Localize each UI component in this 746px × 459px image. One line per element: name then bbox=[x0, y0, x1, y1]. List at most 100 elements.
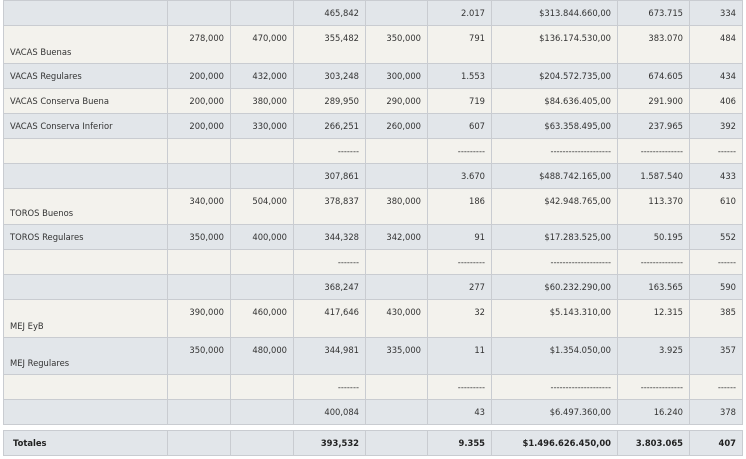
cell-col-avg-kg: 334 bbox=[689, 0, 743, 26]
cell-col-kg: -------------- bbox=[617, 249, 690, 275]
cell-col-max: 504,000 bbox=[230, 188, 294, 225]
cell-col-max bbox=[230, 163, 294, 189]
cell-col-avg: 289,950 bbox=[293, 88, 366, 114]
cell-col-mode bbox=[365, 163, 428, 189]
table-row: VACAS Conserva Inferior 200,000 330,000 266… bbox=[3, 113, 743, 139]
cell-col-avg-kg: 392 bbox=[689, 113, 743, 139]
cell-category: MEJ Regulares bbox=[3, 337, 168, 375]
cell-col-heads: --------- bbox=[427, 249, 492, 275]
cell-col-amount: -------------------- bbox=[491, 138, 618, 164]
cell-category: VACAS Regulares bbox=[3, 63, 168, 89]
cell-col-min: 350,000 bbox=[167, 337, 231, 375]
cell-category: VACAS Buenas bbox=[3, 25, 168, 64]
cell-col-max bbox=[230, 0, 294, 26]
cell-col-amount: $5.143.310,00 bbox=[491, 299, 618, 338]
cell-col-heads: 186 bbox=[427, 188, 492, 225]
cell-col-kg: 163.565 bbox=[617, 274, 690, 300]
cell-col-avg-kg: 357 bbox=[689, 337, 743, 375]
cell-col-heads: --------- bbox=[427, 374, 492, 400]
table-row: 465,842 2.017 $313.844.660,00 673.715 334 bbox=[3, 0, 743, 26]
cell-col-mode: 335,000 bbox=[365, 337, 428, 375]
cell-col-kg: 383.070 bbox=[617, 25, 690, 64]
cell-col-amount: $63.358.495,00 bbox=[491, 113, 618, 139]
cell-col-avg-kg: 434 bbox=[689, 63, 743, 89]
cell-col-kg: 50.195 bbox=[617, 224, 690, 250]
cell-col-avg: ------- bbox=[293, 138, 366, 164]
cell-col-avg: 465,842 bbox=[293, 0, 366, 26]
cell-col-amount: -------------------- bbox=[491, 249, 618, 275]
cell-col-max bbox=[230, 399, 294, 425]
cell-col-heads: 607 bbox=[427, 113, 492, 139]
cell-col-amount: $136.174.530,00 bbox=[491, 25, 618, 64]
cell-col-mode: 300,000 bbox=[365, 63, 428, 89]
table-row: VACAS Conserva Buena 200,000 380,000 289,95… bbox=[3, 88, 743, 114]
cell-col-amount: $42.948.765,00 bbox=[491, 188, 618, 225]
cell-col-amount: $488.742.165,00 bbox=[491, 163, 618, 189]
cell-col-kg: 12.315 bbox=[617, 299, 690, 338]
cell-category: VACAS Conserva Inferior bbox=[3, 113, 168, 139]
cell-col-heads: 3.670 bbox=[427, 163, 492, 189]
cell-category: VACAS Conserva Buena bbox=[3, 88, 168, 114]
cell-col-heads: --------- bbox=[427, 138, 492, 164]
cell-col-kg: 16.240 bbox=[617, 399, 690, 425]
cell-category: MEJ EyB bbox=[3, 299, 168, 338]
cell-col-amount: $204.572.735,00 bbox=[491, 63, 618, 89]
cell-col-avg: 307,861 bbox=[293, 163, 366, 189]
cell-col-min bbox=[167, 274, 231, 300]
cell-col-avg-kg: ------ bbox=[689, 249, 743, 275]
table-body: 465,842 2.017 $313.844.660,00 673.715 334 VAC… bbox=[3, 0, 743, 456]
cell-col-avg: 355,482 bbox=[293, 25, 366, 64]
cell-col-max bbox=[230, 274, 294, 300]
cell-col-avg: 417,646 bbox=[293, 299, 366, 338]
livestock-price-table: 465,842 2.017 $313.844.660,00 673.715 334 VAC… bbox=[3, 0, 743, 456]
cell-col-amount: $60.232.290,00 bbox=[491, 274, 618, 300]
cell-category bbox=[3, 374, 168, 400]
cell-col-amount: -------------------- bbox=[491, 374, 618, 400]
cell-col-heads: 719 bbox=[427, 88, 492, 114]
cell-col-max: 480,000 bbox=[230, 337, 294, 375]
cell-col-max bbox=[230, 249, 294, 275]
cell-col-mode bbox=[365, 399, 428, 425]
cell-col-min: 200,000 bbox=[167, 88, 231, 114]
cell-col-mode: 290,000 bbox=[365, 88, 428, 114]
cell-col-max bbox=[230, 138, 294, 164]
cell-col-mode bbox=[365, 0, 428, 26]
cell-col-avg-kg: 552 bbox=[689, 224, 743, 250]
cell-col-mode bbox=[365, 249, 428, 275]
cell-col-avg: 266,251 bbox=[293, 113, 366, 139]
cell-col-max: 330,000 bbox=[230, 113, 294, 139]
cell-col-kg: 237.965 bbox=[617, 113, 690, 139]
cell-col-avg: ------- bbox=[293, 374, 366, 400]
cell-col-min: 340,000 bbox=[167, 188, 231, 225]
cell-col-min bbox=[167, 374, 231, 400]
total-col-avg: 393,532 bbox=[293, 430, 366, 456]
total-col-heads: 9.355 bbox=[427, 430, 492, 456]
cell-col-heads: 1.553 bbox=[427, 63, 492, 89]
cell-col-min: 390,000 bbox=[167, 299, 231, 338]
cell-col-avg-kg: ------ bbox=[689, 374, 743, 400]
cell-col-min: 200,000 bbox=[167, 113, 231, 139]
table-row: 368,247 277 $60.232.290,00 163.565 590 bbox=[3, 274, 743, 300]
cell-col-avg: 400,084 bbox=[293, 399, 366, 425]
cell-col-amount: $1.354.050,00 bbox=[491, 337, 618, 375]
cell-col-mode: 430,000 bbox=[365, 299, 428, 338]
cell-category: TOROS Buenos bbox=[3, 188, 168, 225]
cell-col-amount: $84.636.405,00 bbox=[491, 88, 618, 114]
total-col-min bbox=[167, 430, 231, 456]
table-row: VACAS Buenas 278,000 470,000 355,482 350,000… bbox=[3, 25, 743, 64]
cell-col-avg: ------- bbox=[293, 249, 366, 275]
table-row: 307,861 3.670 $488.742.165,00 1.587.540 433 bbox=[3, 163, 743, 189]
cell-col-avg-kg: 385 bbox=[689, 299, 743, 338]
cell-col-min bbox=[167, 138, 231, 164]
cell-col-max: 400,000 bbox=[230, 224, 294, 250]
cell-col-mode: 380,000 bbox=[365, 188, 428, 225]
cell-category bbox=[3, 0, 168, 26]
cell-col-heads: 43 bbox=[427, 399, 492, 425]
cell-category bbox=[3, 399, 168, 425]
cell-col-max: 380,000 bbox=[230, 88, 294, 114]
cell-col-mode: 342,000 bbox=[365, 224, 428, 250]
cell-col-kg: 674.605 bbox=[617, 63, 690, 89]
table-row: ------- --------- -------------------- ----… bbox=[3, 374, 743, 400]
cell-col-avg: 303,248 bbox=[293, 63, 366, 89]
